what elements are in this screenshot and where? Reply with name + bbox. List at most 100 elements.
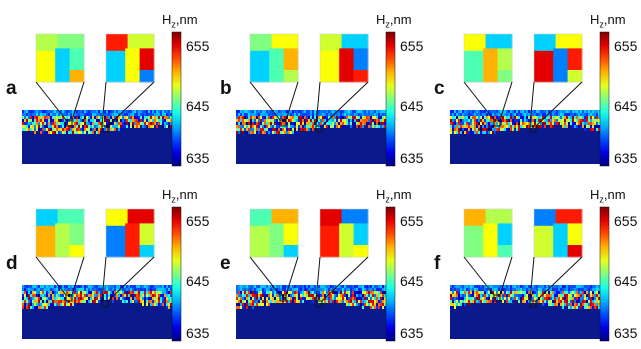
inset-right (319, 208, 369, 258)
colorbar-tick-label: 635 (400, 325, 424, 341)
connector-line (463, 256, 495, 296)
panel-b-graphic (236, 31, 396, 167)
connector-line (71, 256, 85, 296)
colorbar-tick-label: 655 (614, 38, 638, 54)
connector-line (529, 81, 535, 127)
connector-line (71, 81, 85, 121)
inset-left (35, 33, 85, 83)
grain-layer (450, 110, 608, 134)
panel-a: a Hz,nm 655 645 635 (0, 0, 213, 174)
connector-line (107, 256, 155, 302)
connector-line (463, 81, 495, 121)
panel-d: d Hz,nm 655 645 635 (0, 175, 213, 349)
colorbar-title: Hz,nm (376, 187, 412, 205)
panel-a-graphic (22, 31, 182, 167)
colorbar-tick-label: 655 (186, 38, 210, 54)
panel-f-graphic (450, 206, 610, 342)
colorbar-tick-label: 655 (186, 213, 210, 229)
colorbar (599, 206, 610, 342)
colorbar-tick-label: 645 (614, 98, 638, 114)
colorbar (171, 31, 182, 167)
zoom-region-left (493, 294, 501, 302)
panel-c: c Hz,nm 655 645 635 (428, 0, 641, 174)
colorbar (171, 206, 182, 342)
inset-left (249, 208, 299, 258)
zoom-region-left (493, 119, 501, 127)
panel-f: f Hz,nm 655 645 635 (428, 175, 641, 349)
inset-left (463, 208, 513, 258)
panel-letter: b (220, 78, 232, 99)
colorbar-title: Hz,nm (162, 187, 198, 205)
colorbar-tick-label: 655 (614, 213, 638, 229)
colorbar-tick-label: 645 (400, 273, 424, 289)
grain-layer (236, 110, 394, 134)
zoom-region-right (529, 125, 537, 133)
colorbar-tick-label: 645 (186, 98, 210, 114)
panel-d-graphic (22, 206, 182, 342)
connector-line (101, 81, 107, 127)
colorbar-tick-label: 635 (400, 150, 424, 166)
panel-e-graphic (236, 206, 396, 342)
inset-right (105, 33, 155, 83)
inset-right (533, 208, 583, 258)
colorbar-tick-label: 635 (614, 325, 638, 341)
connector-line (535, 256, 583, 302)
panel-letter: f (434, 253, 441, 274)
zoom-region-left (279, 119, 287, 127)
zoom-region-right (529, 300, 537, 308)
inset-left (463, 33, 513, 83)
connector-line (101, 256, 107, 302)
colorbar-tick-label: 645 (186, 273, 210, 289)
panel-letter: d (6, 253, 18, 274)
colorbar-title: Hz,nm (590, 12, 626, 30)
zoom-region-left (65, 294, 73, 302)
connector-line (535, 81, 583, 127)
colorbar (385, 31, 396, 167)
zoom-region-left (279, 294, 287, 302)
grain-layer (450, 285, 608, 309)
panel-letter: a (6, 78, 17, 99)
colorbar-tick-label: 655 (400, 38, 424, 54)
colorbar-title: Hz,nm (590, 187, 626, 205)
panel-letter: c (434, 78, 445, 99)
connector-line (315, 256, 321, 302)
connector-line (249, 81, 281, 121)
inset-right (105, 208, 155, 258)
connector-line (529, 256, 535, 302)
connector-line (321, 81, 369, 127)
colorbar (385, 206, 396, 342)
zoom-region-left (65, 119, 73, 127)
zoom-region-right (315, 125, 323, 133)
colorbar-tick-label: 635 (186, 325, 210, 341)
connector-line (35, 81, 67, 121)
panel-letter: e (220, 253, 231, 274)
grain-layer (22, 285, 180, 309)
colorbar-tick-label: 655 (400, 213, 424, 229)
connector-line (499, 256, 513, 296)
colorbar-title: Hz,nm (376, 12, 412, 30)
colorbar-tick-label: 635 (186, 150, 210, 166)
connector-line (35, 256, 67, 296)
connector-line (107, 81, 155, 127)
connector-line (285, 256, 299, 296)
inset-right (319, 33, 369, 83)
colorbar-tick-label: 645 (400, 98, 424, 114)
connector-line (249, 256, 281, 296)
connector-line (321, 256, 369, 302)
colorbar-tick-label: 645 (614, 273, 638, 289)
zoom-region-right (101, 300, 109, 308)
panel-b: b Hz,nm 655 645 635 (214, 0, 427, 174)
inset-left (249, 33, 299, 83)
colorbar-tick-label: 635 (614, 150, 638, 166)
colorbar (599, 31, 610, 167)
colorbar-title: Hz,nm (162, 12, 198, 30)
inset-right (533, 33, 583, 83)
panel-e: e Hz,nm 655 645 635 (214, 175, 427, 349)
inset-left (35, 208, 85, 258)
connector-line (499, 81, 513, 121)
connector-line (285, 81, 299, 121)
connector-line (315, 81, 321, 127)
zoom-region-right (101, 125, 109, 133)
panel-c-graphic (450, 31, 610, 167)
zoom-region-right (315, 300, 323, 308)
